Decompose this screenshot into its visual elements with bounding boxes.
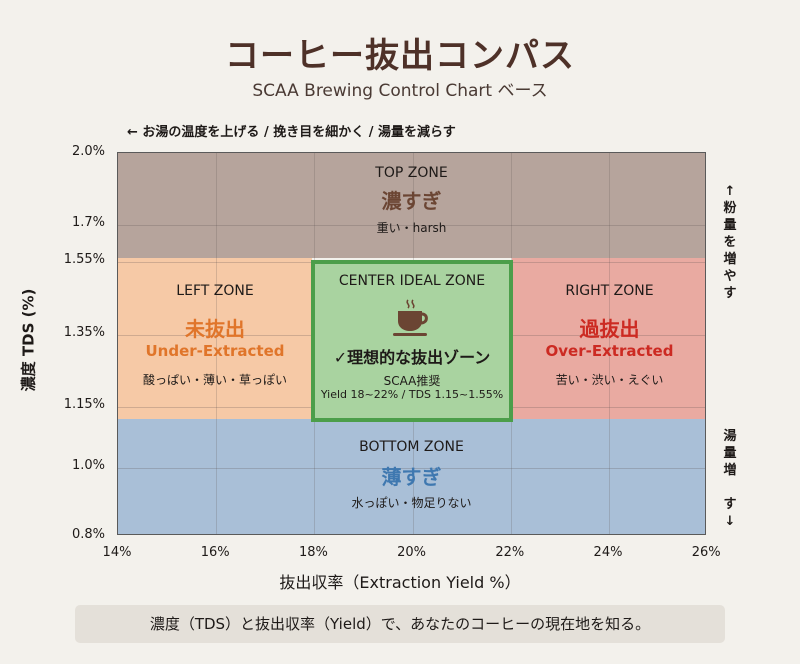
- top-zone-desc: 重い・harsh: [376, 221, 447, 235]
- x-tick-label: 22%: [495, 545, 525, 560]
- gridline-horizontal: [118, 225, 705, 226]
- left-zone-name: LEFT ZONE: [176, 283, 254, 299]
- increase-grounds-hint: ↑ 粉量を増やす: [723, 184, 737, 301]
- brewing-control-chart: TOP ZONE 濃すぎ 重い・harsh LEFT ZONE 未抜出 Unde…: [117, 152, 706, 535]
- right-zone: RIGHT ZONE 過抜出 Over-Extracted 苦い・渋い・えぐい: [512, 258, 705, 419]
- increase-water-hint: 湯量増 す ↓: [723, 429, 737, 529]
- y-tick-label: 1.55%: [63, 252, 105, 267]
- y-tick-label: 0.8%: [71, 527, 105, 542]
- footer-caption: 濃度（TDS）と抜出収率（Yield）で、あなたのコーヒーの現在地を知る。: [75, 605, 725, 643]
- bottom-zone-jp: 薄すぎ: [381, 465, 442, 489]
- bottom-zone: BOTTOM ZONE 薄すぎ 水っぽい・物足りない: [118, 419, 705, 534]
- y-tick-label: 2.0%: [71, 144, 105, 159]
- x-tick-label: 18%: [298, 545, 328, 560]
- page-title: コーヒー抜出コンパス: [225, 36, 575, 76]
- y-tick-label: 1.15%: [63, 397, 105, 412]
- bottom-zone-desc: 水っぽい・物足りない: [351, 496, 472, 510]
- left-zone-en: Under-Extracted: [145, 342, 285, 360]
- gridline-horizontal: [118, 468, 705, 469]
- top-zone: TOP ZONE 濃すぎ 重い・harsh: [118, 153, 705, 258]
- x-tick-label: 24%: [593, 545, 623, 560]
- left-zone-desc: 酸っぱい・薄い・草っぽい: [142, 373, 287, 387]
- y-tick-label: 1.7%: [71, 215, 105, 230]
- x-axis-label: 抜出収率（Extraction Yield %）: [279, 573, 521, 592]
- scaa-recommended: SCAA推奨: [383, 374, 441, 388]
- ideal-zone-label: ✓理想的な抜出ゾーン: [333, 348, 491, 367]
- left-zone: LEFT ZONE 未抜出 Under-Extracted 酸っぱい・薄い・草っ…: [118, 258, 312, 419]
- right-zone-desc: 苦い・渋い・えぐい: [555, 373, 664, 387]
- y-axis-label: 濃度 TDS (%): [19, 288, 38, 392]
- right-zone-en: Over-Extracted: [545, 342, 674, 360]
- x-tick-label: 20%: [397, 545, 427, 560]
- left-zone-jp: 未抜出: [185, 317, 245, 341]
- gridline-vertical: [609, 153, 610, 534]
- center-zone-name: CENTER IDEAL ZONE: [338, 273, 486, 289]
- page-subtitle: SCAA Brewing Control Chart ベース: [252, 81, 548, 101]
- left-direction-hint: ← お湯の温度を上げる / 挽き目を細かく / 湯量を減らす: [127, 125, 456, 140]
- center-ideal-zone: CENTER IDEAL ZONE ✓理想的な抜出ゾーン SCAA推奨 Yiel…: [311, 260, 513, 422]
- top-zone-jp: 濃すぎ: [381, 189, 442, 213]
- y-tick-label: 1.35%: [63, 325, 105, 340]
- y-tick-label: 1.0%: [71, 458, 105, 473]
- right-zone-jp: 過抜出: [579, 317, 640, 341]
- x-tick-label: 26%: [691, 545, 721, 560]
- top-zone-name: TOP ZONE: [375, 165, 448, 181]
- x-tick-label: 14%: [102, 545, 132, 560]
- right-zone-name: RIGHT ZONE: [565, 283, 654, 299]
- gridline-vertical: [216, 153, 218, 534]
- x-tick-label: 16%: [200, 545, 230, 560]
- coffee-cup-icon: [315, 298, 509, 342]
- ideal-range: Yield 18~22% / TDS 1.15~1.55%: [320, 388, 504, 401]
- bottom-zone-name: BOTTOM ZONE: [359, 439, 464, 455]
